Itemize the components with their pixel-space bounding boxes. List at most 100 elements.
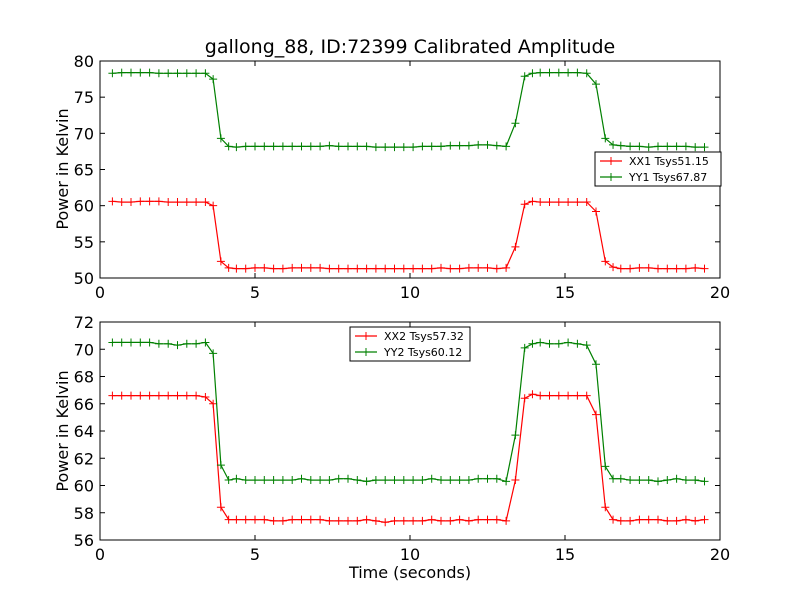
data-point-xx1 bbox=[582, 198, 591, 207]
data-point-xx2 bbox=[269, 516, 278, 525]
data-point-xx2 bbox=[108, 391, 117, 400]
data-point-xx2 bbox=[145, 391, 154, 400]
top-y-tick-label: 50 bbox=[74, 269, 94, 288]
data-point-xx1 bbox=[371, 264, 380, 273]
data-point-yy2 bbox=[700, 477, 709, 486]
data-point-yy2 bbox=[371, 476, 380, 485]
data-point-yy1 bbox=[288, 142, 297, 151]
data-point-yy1 bbox=[418, 142, 427, 151]
data-point-yy2 bbox=[127, 338, 135, 347]
data-point-xx1 bbox=[288, 263, 297, 272]
top-y-tick-label: 65 bbox=[74, 161, 94, 180]
bottom-y-tick-label: 72 bbox=[74, 313, 94, 332]
data-point-yy2 bbox=[306, 476, 315, 485]
data-point-yy2 bbox=[362, 477, 371, 486]
data-point-xx2 bbox=[626, 516, 635, 525]
top-panel: 0 5 10 15 20 50 55 60 65 70 75 80 XX1 Tsys51.15 YY1 T… bbox=[53, 52, 730, 302]
data-point-xx2 bbox=[334, 516, 343, 525]
data-point-yy2 bbox=[427, 474, 436, 483]
data-point-xx1 bbox=[502, 263, 511, 272]
bottom-y-tick-label: 62 bbox=[74, 449, 94, 468]
data-point-xx2 bbox=[192, 391, 201, 400]
top-y-tick-label: 75 bbox=[74, 88, 94, 107]
data-point-yy2 bbox=[492, 474, 501, 483]
data-point-xx2 bbox=[418, 516, 427, 525]
data-point-xx2 bbox=[344, 516, 352, 525]
data-point-xx2 bbox=[663, 516, 672, 525]
data-point-xx2 bbox=[232, 515, 241, 524]
data-point-xx1 bbox=[654, 264, 662, 273]
data-point-xx1 bbox=[334, 264, 343, 273]
data-point-yy1 bbox=[241, 142, 250, 151]
data-point-yy1 bbox=[427, 142, 436, 151]
data-point-xx2 bbox=[492, 515, 501, 524]
bottom-y-tick-label: 60 bbox=[74, 477, 94, 496]
data-point-yy1 bbox=[545, 68, 554, 77]
data-point-xx2 bbox=[455, 515, 464, 524]
data-point-yy1 bbox=[251, 142, 259, 151]
data-point-yy2 bbox=[316, 476, 325, 485]
data-point-yy1 bbox=[117, 68, 126, 77]
data-point-yy2 bbox=[297, 474, 306, 483]
data-point-yy2 bbox=[681, 476, 690, 485]
data-point-xx1 bbox=[601, 257, 610, 266]
bottom-x-tick-label: 10 bbox=[400, 545, 420, 564]
data-point-xx2 bbox=[164, 391, 173, 400]
data-point-yy1 bbox=[644, 143, 653, 152]
data-point-yy1 bbox=[371, 143, 380, 152]
data-point-xx2 bbox=[371, 516, 380, 525]
data-point-yy2 bbox=[154, 339, 163, 348]
bottom-x-tick-label: 5 bbox=[250, 545, 260, 564]
data-point-xx2 bbox=[136, 391, 145, 400]
top-y-tick-label: 80 bbox=[74, 52, 94, 71]
data-point-xx2 bbox=[564, 391, 573, 400]
data-point-yy2 bbox=[381, 476, 390, 485]
data-point-yy1 bbox=[483, 140, 492, 149]
data-point-xx2 bbox=[681, 515, 690, 524]
data-point-xx2 bbox=[446, 516, 455, 525]
data-point-xx1 bbox=[224, 263, 233, 272]
data-point-xx1 bbox=[173, 198, 182, 207]
data-point-yy1 bbox=[635, 142, 644, 151]
data-point-yy1 bbox=[681, 142, 690, 151]
data-point-xx1 bbox=[241, 264, 250, 273]
data-point-yy1 bbox=[399, 143, 408, 152]
data-point-xx1 bbox=[626, 264, 635, 273]
data-point-yy1 bbox=[437, 142, 445, 151]
data-point-xx1 bbox=[127, 198, 135, 207]
legend-swatch-marker bbox=[607, 173, 615, 181]
top-y-tick-label: 70 bbox=[74, 124, 94, 143]
data-point-yy2 bbox=[455, 476, 464, 485]
data-point-yy2 bbox=[164, 339, 173, 348]
data-point-yy1 bbox=[344, 142, 352, 151]
data-point-yy1 bbox=[455, 141, 464, 150]
data-point-yy2 bbox=[528, 339, 537, 348]
top-x-tick-label: 10 bbox=[400, 283, 420, 302]
data-point-yy1 bbox=[154, 69, 163, 78]
bottom-x-tick-label: 20 bbox=[710, 545, 730, 564]
bottom-y-tick-label: 68 bbox=[74, 368, 94, 387]
data-point-yy2 bbox=[446, 476, 455, 485]
bottom-y-tick-label: 70 bbox=[74, 340, 94, 359]
data-point-yy2 bbox=[418, 476, 427, 485]
data-point-yy2 bbox=[644, 476, 653, 485]
data-point-xx1 bbox=[381, 264, 390, 273]
data-point-xx1 bbox=[251, 263, 259, 272]
data-point-xx1 bbox=[344, 264, 352, 273]
data-point-xx2 bbox=[390, 516, 399, 525]
legend-label: XX2 Tsys57.32 bbox=[384, 330, 464, 343]
series-line-xx2 bbox=[112, 393, 705, 523]
data-point-yy2 bbox=[325, 476, 334, 485]
data-point-yy1 bbox=[446, 141, 455, 150]
data-point-xx2 bbox=[353, 516, 362, 525]
data-point-xx2 bbox=[635, 515, 644, 524]
data-point-xx1 bbox=[427, 264, 436, 273]
data-point-xx2 bbox=[201, 392, 210, 401]
data-point-yy2 bbox=[260, 476, 269, 485]
data-point-xx2 bbox=[511, 476, 520, 485]
data-point-xx2 bbox=[672, 516, 681, 525]
data-point-yy1 bbox=[409, 143, 418, 152]
bottom-y-tick-label: 64 bbox=[74, 422, 94, 441]
data-point-yy2 bbox=[145, 338, 154, 347]
data-point-yy1 bbox=[573, 68, 582, 77]
